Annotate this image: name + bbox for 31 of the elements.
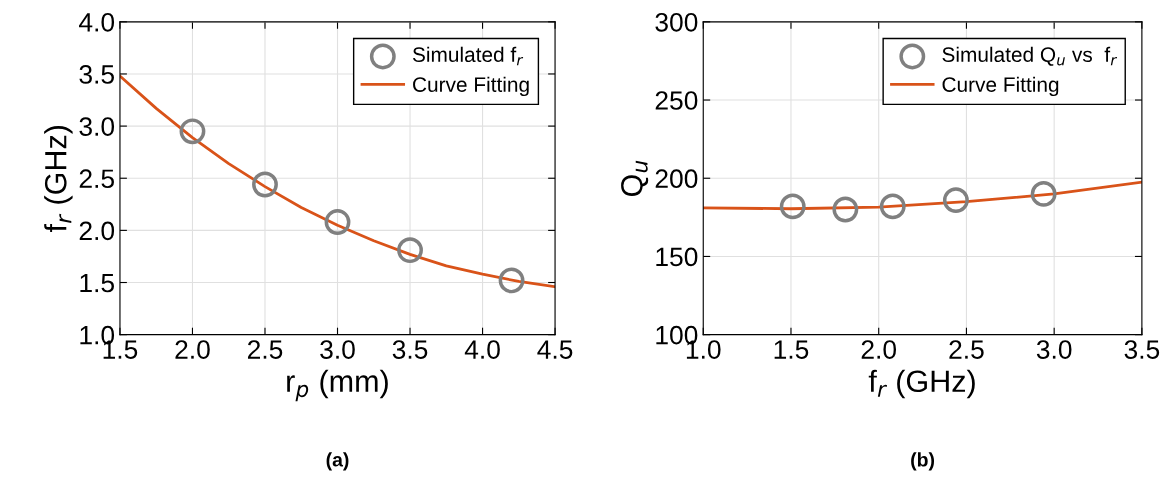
text: (b) — [911, 452, 935, 471]
legend-label: Curve Fitting — [942, 76, 1059, 97]
y-tick-label: 300 — [655, 12, 698, 32]
x-tick-label: 4.0 — [464, 340, 500, 359]
legend-label: Curve Fitting — [413, 76, 529, 97]
y-tick-label: 150 — [656, 247, 698, 267]
x-tick-label: 3.0 — [320, 340, 355, 359]
x-tick-label: 4.5 — [537, 340, 573, 359]
y-axis-title: f$_{r}$ (GHz) — [44, 126, 73, 233]
y-tick-label: 1.5 — [80, 273, 114, 293]
x-tick-label: 3.5 — [392, 340, 428, 359]
legend-label: Simulated Q$_{u}$ vs f$_{r}$ — [942, 46, 1118, 66]
x-tick-label: 2.5 — [247, 340, 283, 359]
legend-label: Simulated f$_{r}$ — [412, 46, 524, 66]
y-tick-label: 3.5 — [79, 65, 114, 84]
x-axis-title: f$_{r}$ (GHz) — [868, 369, 975, 399]
x-axis-title: r$_{p}$ (mm) — [287, 369, 388, 402]
y-tick-label: 2.5 — [79, 169, 114, 189]
y-tick-label: 2.0 — [79, 221, 115, 241]
x-tick-label: 2.0 — [175, 340, 210, 359]
x-tick-label: 3.5 — [1124, 340, 1160, 359]
y-tick-label: 4.0 — [79, 12, 115, 32]
x-tick-label: 1.5 — [774, 340, 809, 359]
x-tick-label: 3.0 — [1036, 340, 1072, 359]
y-tick-label: 200 — [655, 169, 698, 189]
text: (a) — [326, 452, 349, 471]
y-axis-title: Q$_{u}$ — [621, 160, 649, 197]
y-tick-label: 250 — [655, 91, 698, 110]
x-tick-label: 2.0 — [861, 340, 897, 359]
x-tick-label: 2.5 — [949, 340, 984, 359]
y-tick-label: 3.0 — [79, 117, 115, 136]
